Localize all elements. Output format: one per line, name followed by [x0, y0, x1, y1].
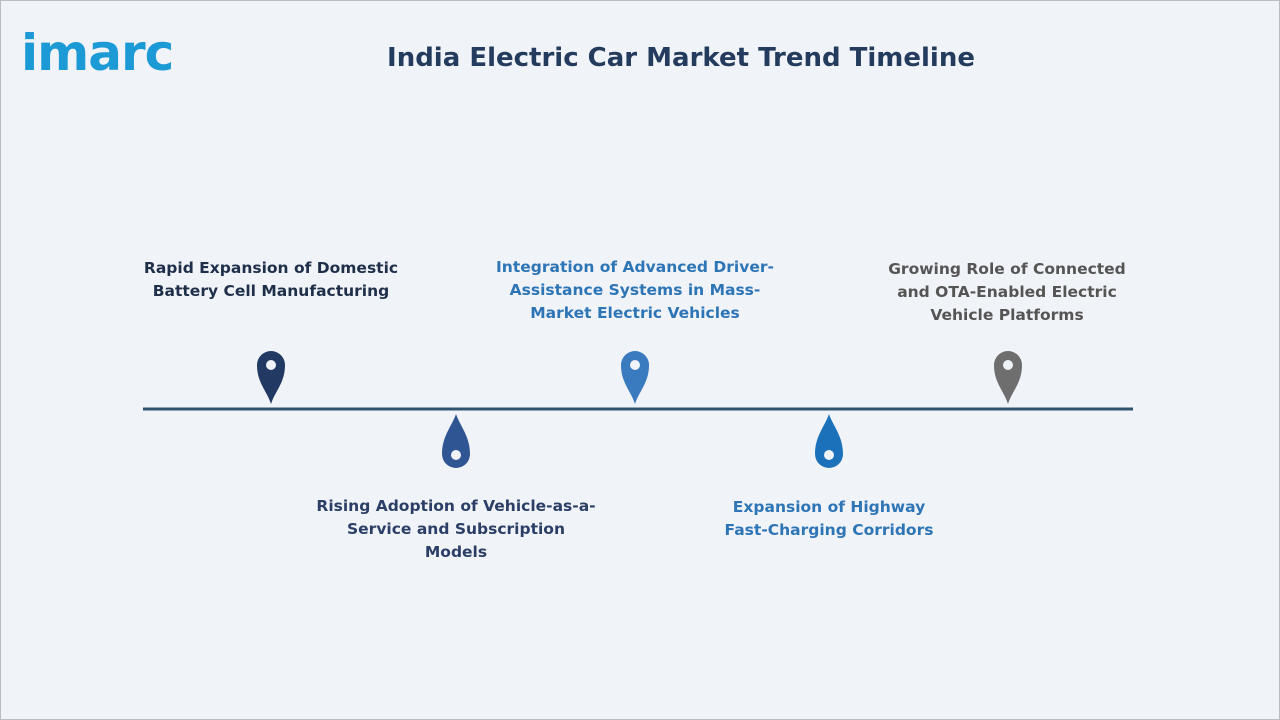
- pin: [994, 351, 1022, 404]
- drop: [442, 414, 470, 468]
- milestone-label: Integration of Advanced Driver-Assistanc…: [496, 258, 774, 322]
- logo: imarc: [21, 24, 174, 82]
- drop-hole: [824, 450, 834, 460]
- pin-shape: [621, 351, 649, 404]
- pin: [257, 351, 285, 404]
- milestone-label: Expansion of Highway Fast-Charging Corri…: [724, 498, 934, 539]
- pin-shape: [257, 351, 285, 404]
- pin-hole: [630, 360, 640, 370]
- drop-shape: [442, 414, 470, 468]
- pin-hole: [266, 360, 276, 370]
- drop: [815, 414, 843, 468]
- milestone-label: Rapid Expansion of Domestic Battery Cell…: [143, 259, 399, 300]
- pin: [621, 351, 649, 404]
- milestone-label: Rising Adoption of Vehicle-as-a-Service …: [316, 497, 596, 561]
- drop-hole: [451, 450, 461, 460]
- pin-shape: [994, 351, 1022, 404]
- drop-shape: [815, 414, 843, 468]
- title: India Electric Car Market Trend Timeline: [387, 43, 975, 73]
- milestone-label: Growing Role of Connected and OTA-Enable…: [888, 260, 1126, 324]
- pin-hole: [1003, 360, 1013, 370]
